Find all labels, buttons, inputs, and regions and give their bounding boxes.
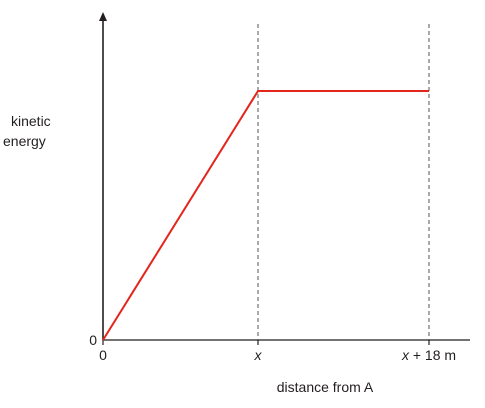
axes: [99, 12, 470, 345]
x-tick-label-x: x: [254, 347, 263, 363]
reference-lines: [257, 24, 430, 340]
x-tick-label-rest: + 18 m: [409, 347, 456, 363]
y-axis-label-line-2: energy: [3, 133, 46, 149]
y-tick-label-zero: 0: [89, 332, 97, 348]
x-tick-label-var: x: [401, 347, 410, 363]
y-axis-arrowhead: [99, 12, 107, 21]
kinetic-energy-line: [102, 90, 429, 341]
x-tick-label-x-plus-18m: x + 18 m: [401, 347, 456, 363]
x-axis-label: distance from A: [277, 379, 374, 395]
x-tick-label-zero: 0: [99, 347, 107, 363]
y-axis-label-line-1: kinetic: [11, 113, 51, 129]
